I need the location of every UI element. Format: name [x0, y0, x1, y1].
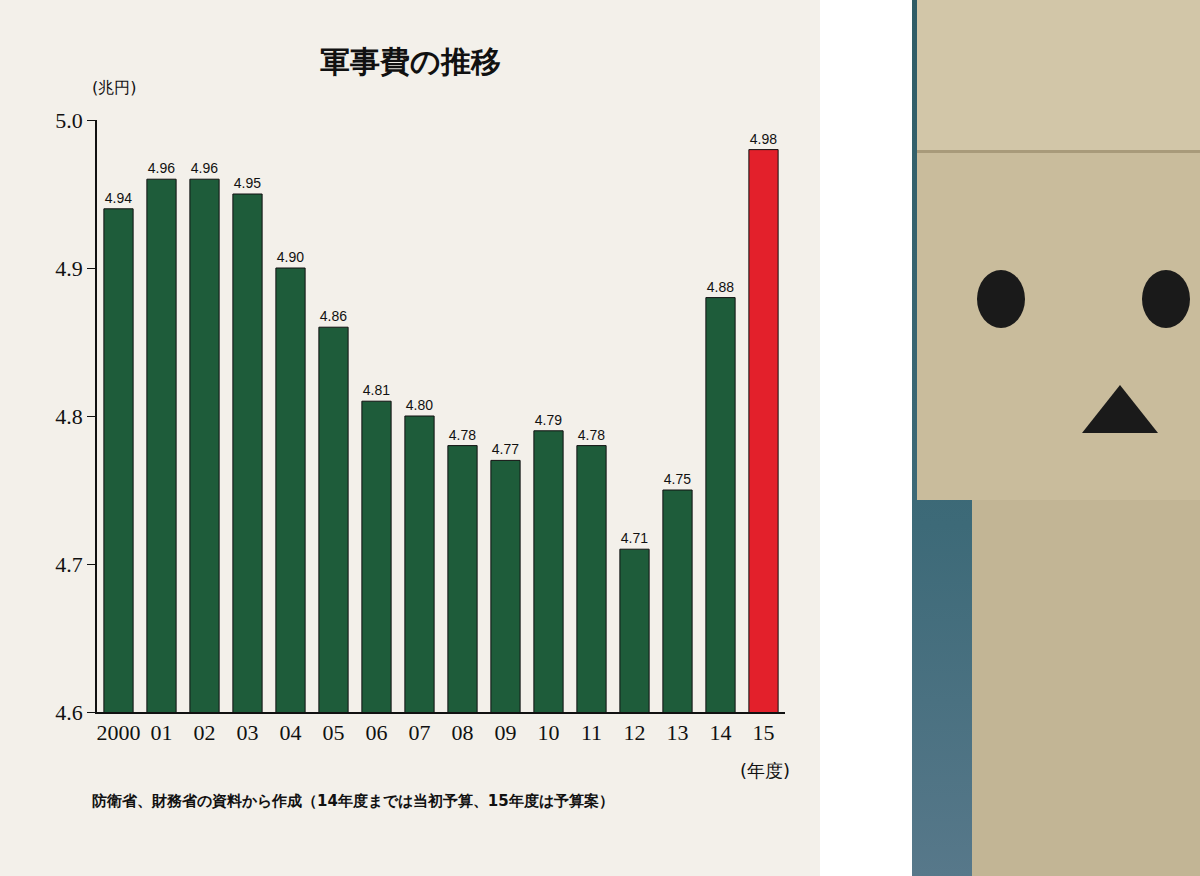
- svg-text:04: 04: [280, 720, 302, 745]
- svg-text:4.86: 4.86: [320, 308, 347, 324]
- svg-text:10: 10: [538, 720, 560, 745]
- svg-text:5.0: 5.0: [55, 108, 83, 133]
- svg-text:02: 02: [194, 720, 216, 745]
- svg-text:4.75: 4.75: [664, 471, 691, 487]
- svg-text:07: 07: [409, 720, 431, 745]
- svg-text:4.81: 4.81: [363, 382, 390, 398]
- svg-text:06: 06: [366, 720, 388, 745]
- svg-text:2000: 2000: [97, 720, 141, 745]
- svg-text:4.98: 4.98: [750, 131, 777, 147]
- svg-text:4.94: 4.94: [105, 190, 132, 206]
- svg-text:08: 08: [452, 720, 474, 745]
- svg-text:12: 12: [624, 720, 646, 745]
- svg-text:4.8: 4.8: [55, 404, 83, 429]
- svg-text:4.96: 4.96: [148, 160, 175, 176]
- svg-text:09: 09: [495, 720, 517, 745]
- svg-text:01: 01: [151, 720, 173, 745]
- svg-text:4.7: 4.7: [55, 552, 83, 577]
- svg-text:4.78: 4.78: [578, 427, 605, 443]
- svg-text:11: 11: [581, 720, 602, 745]
- svg-text:4.79: 4.79: [535, 412, 562, 428]
- svg-text:(兆円): (兆円): [92, 78, 136, 97]
- svg-text:14: 14: [710, 720, 732, 745]
- svg-text:05: 05: [323, 720, 345, 745]
- svg-text:(年度): (年度): [740, 760, 790, 781]
- svg-text:4.6: 4.6: [55, 700, 83, 725]
- svg-text:03: 03: [237, 720, 259, 745]
- svg-text:4.80: 4.80: [406, 397, 433, 413]
- svg-text:4.9: 4.9: [55, 256, 83, 281]
- svg-text:4.96: 4.96: [191, 160, 218, 176]
- svg-text:4.88: 4.88: [707, 279, 734, 295]
- svg-text:13: 13: [667, 720, 689, 745]
- svg-text:4.95: 4.95: [234, 175, 261, 191]
- svg-text:15: 15: [753, 720, 775, 745]
- svg-text:4.90: 4.90: [277, 249, 304, 265]
- svg-text:4.77: 4.77: [492, 441, 519, 457]
- svg-text:4.78: 4.78: [449, 427, 476, 443]
- svg-text:防衛省、財務省の資料から作成（14年度までは当初予算、15年: 防衛省、財務省の資料から作成（14年度までは当初予算、15年度は予算案）: [92, 792, 614, 810]
- svg-text:4.71: 4.71: [621, 530, 648, 546]
- svg-text:軍事費の推移: 軍事費の推移: [320, 44, 501, 79]
